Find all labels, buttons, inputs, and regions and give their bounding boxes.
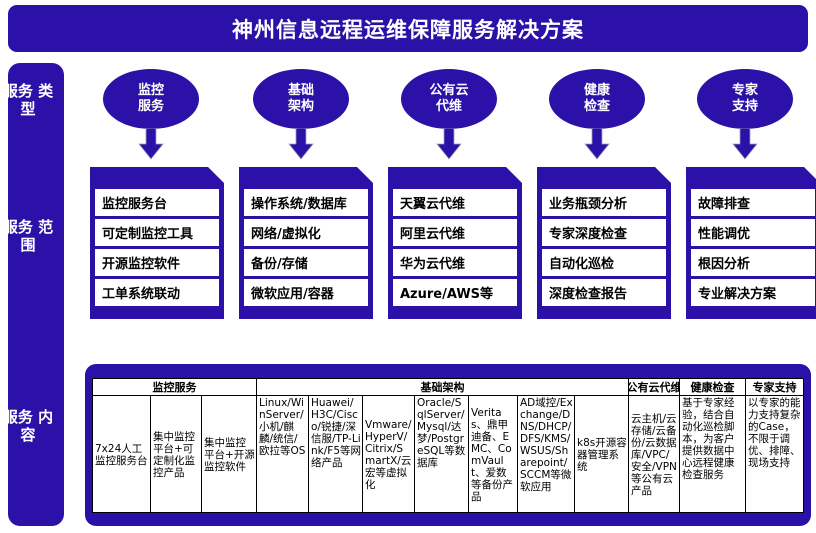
table-cell: 集中监控平台+开源监控软件	[202, 396, 257, 512]
scope-item[interactable]: 华为云代维	[393, 249, 517, 276]
scope-item[interactable]: 监控服务台	[95, 189, 219, 216]
scope-item[interactable]: 专家深度检查	[542, 219, 666, 246]
down-arrow-icon-health-check	[584, 127, 610, 160]
scope-item[interactable]: 性能调优	[691, 219, 815, 246]
table-header-cell: 专家支持	[746, 379, 803, 396]
scope-box-monitoring: 监控服务台可定制监控工具 开源监控软件 工单系统联动	[90, 167, 224, 319]
scope-item[interactable]: 自动化巡检	[542, 249, 666, 276]
scope-item-list: 故障排查性能调优根因分析专业解决方案	[691, 189, 815, 306]
page-title-bar: 神州信息远程运维保障服务解决方案	[8, 5, 808, 52]
down-arrow-icon-infrastructure	[288, 127, 314, 160]
table-cell: Oracle/SqlServer/Mysql/达梦/PostgreSQL等数据库	[415, 396, 469, 512]
table-header-cell: 健康检查	[680, 379, 746, 396]
scope-item-list: 天翼云代维阿里云代维华为云代维 Azure/AWS等	[393, 189, 517, 306]
table-body-row: 7x24人工监控服务台 集中监控平台+可定制化监控产品 集中监控平台+开源监控软件 L…	[93, 396, 803, 512]
down-arrow-icon-public-cloud	[436, 127, 462, 160]
category-ellipse-label: 公有云 代维	[429, 83, 469, 114]
scope-item[interactable]: 可定制监控工具	[95, 219, 219, 246]
service-content-table: 监控服务 基础架构 公有云代维 健康检查 专家支持 7x24人工监控服务台 集中监控平台+…	[92, 378, 804, 513]
category-ellipse-monitoring[interactable]: 监控 服务	[103, 69, 199, 129]
rail-label-service-content: 服务 内容	[2, 408, 54, 444]
scope-item[interactable]: 微软应用/容器	[244, 279, 368, 306]
scope-item-list: 业务瓶颈分析 专家深度检查 自动化巡检深度检查报告	[542, 189, 666, 306]
down-arrow-icon-monitoring	[138, 127, 164, 160]
category-ellipse-infrastructure[interactable]: 基础 架构	[253, 69, 349, 129]
scope-item[interactable]: 备份/存储	[244, 249, 368, 276]
table-cell: 以专家的能力支持复杂的Case，不限于调优、排障、现场支持	[748, 397, 801, 469]
category-ellipse-label: 专家 支持	[731, 83, 758, 114]
scope-box-expert-support: 故障排查性能调优根因分析专业解决方案	[686, 167, 816, 319]
table-cell: Linux/WinServer/小机/麒麟/统信/欧拉等OS	[257, 396, 309, 512]
page-title: 神州信息远程运维保障服务解决方案	[232, 17, 584, 42]
scope-item[interactable]: 专业解决方案	[691, 279, 815, 306]
scope-item[interactable]: Azure/AWS等	[393, 279, 517, 306]
category-ellipse-health-check[interactable]: 健康 检查	[549, 69, 645, 129]
table-cell: 7x24人工监控服务台	[93, 396, 151, 512]
rail-label-service-scope: 服务 范围	[2, 218, 54, 254]
scope-item-list: 监控服务台可定制监控工具 开源监控软件 工单系统联动	[95, 189, 219, 306]
scope-item[interactable]: 深度检查报告	[542, 279, 666, 306]
left-rail	[8, 63, 64, 526]
category-ellipse-public-cloud[interactable]: 公有云 代维	[401, 69, 497, 129]
table-header-cell: 监控服务	[93, 379, 257, 396]
table-cell: 云主机/云存储/云备份/云数据库/VPC/安全/VPN等公有云产品	[629, 396, 680, 512]
table-header-row: 监控服务 基础架构 公有云代维 健康检查 专家支持	[93, 379, 803, 396]
rail-label-service-type: 服务 类型	[2, 82, 54, 118]
scope-item[interactable]: 工单系统联动	[95, 279, 219, 306]
table-cell: Huawei/H3C/Cisco/锐捷/深信服/TP-Link/F5等网络产品	[309, 396, 363, 512]
category-ellipse-label: 基础 架构	[287, 83, 314, 114]
table-header-cell: 公有云代维	[629, 379, 680, 396]
scope-item[interactable]: 故障排查	[691, 189, 815, 216]
table-cell: 基于专家经验，结合自动化巡检脚本，为客户提供数据中心远程健康检查服务	[680, 396, 746, 512]
service-content-panel: 监控服务 基础架构 公有云代维 健康检查 专家支持 7x24人工监控服务台 集中监控平台+…	[85, 364, 811, 526]
category-ellipse-label: 监控 服务	[137, 83, 164, 114]
table-cell: AD域控/Exchange/DNS/DHCP/DFS/KMS/WSUS/Shar…	[518, 396, 575, 512]
scope-box-health-check: 业务瓶颈分析 专家深度检查 自动化巡检深度检查报告	[537, 167, 671, 319]
scope-item[interactable]: 开源监控软件	[95, 249, 219, 276]
table-header-cell: 基础架构	[257, 379, 629, 396]
scope-item[interactable]: 网络/虚拟化	[244, 219, 368, 246]
category-ellipse-expert-support[interactable]: 专家 支持	[697, 69, 793, 129]
scope-box-public-cloud: 天翼云代维阿里云代维华为云代维 Azure/AWS等	[388, 167, 522, 319]
scope-item[interactable]: 根因分析	[691, 249, 815, 276]
scope-item[interactable]: 阿里云代维	[393, 219, 517, 246]
down-arrow-icon-expert-support	[732, 127, 758, 160]
table-cell: Veritas、鼎甲迪备、EMC、ComVault、爱数等备份产品	[469, 396, 518, 512]
scope-item[interactable]: 操作系统/数据库	[244, 189, 368, 216]
table-cell: 集中监控平台+可定制化监控产品	[151, 396, 202, 512]
scope-item-list: 操作系统/数据库 网络/虚拟化 备份/存储微软应用/容器	[244, 189, 368, 306]
table-cell: Vmware/HyperV/Citrix/SmartX/云宏等虚拟化	[363, 396, 415, 512]
scope-box-infrastructure: 操作系统/数据库 网络/虚拟化 备份/存储微软应用/容器	[239, 167, 373, 319]
category-ellipse-label: 健康 检查	[583, 83, 610, 114]
scope-item[interactable]: 天翼云代维	[393, 189, 517, 216]
scope-item[interactable]: 业务瓶颈分析	[542, 189, 666, 216]
table-cell: k8s开源容器管理系统	[575, 396, 629, 512]
